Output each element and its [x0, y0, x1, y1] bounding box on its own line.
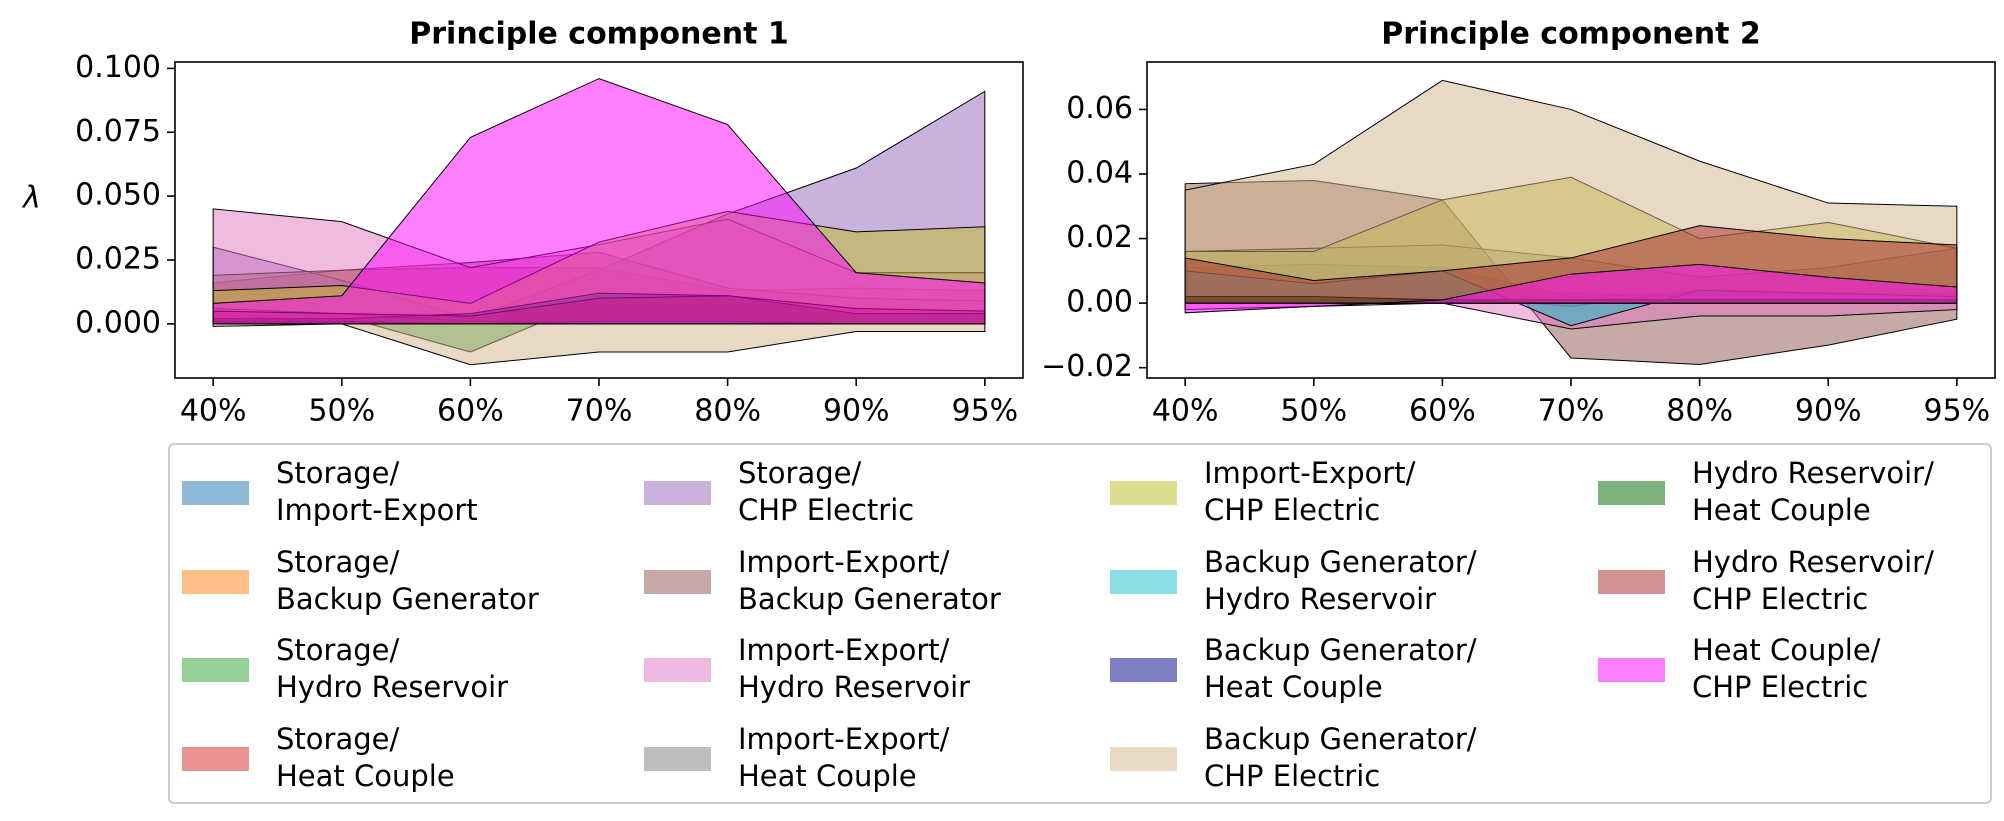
legend-label: Storage/ Hydro Reservoir	[276, 633, 509, 704]
x-tick-label: 60%	[437, 394, 504, 429]
legend-label: Import-Export/ Heat Couple	[738, 722, 950, 793]
legend-label: Import-Export/ CHP Electric	[1204, 456, 1416, 527]
y-tick-label: 0.000	[75, 305, 161, 340]
x-tick-label: 90%	[1795, 394, 1862, 429]
y-tick-label: 0.06	[1066, 91, 1133, 126]
y-tick-label: 0.025	[75, 241, 161, 276]
area	[212, 78, 986, 325]
legend-label: Storage/ Backup Generator	[276, 545, 539, 616]
x-tick-label: 60%	[1409, 394, 1476, 429]
x-tick-label: 90%	[823, 394, 890, 429]
legend-label: Hydro Reservoir/ CHP Electric	[1692, 545, 1934, 616]
legend-swatch	[182, 570, 249, 594]
x-tick-label: 80%	[694, 394, 761, 429]
area	[212, 323, 986, 366]
legend-label: Backup Generator/ Hydro Reservoir	[1204, 545, 1477, 616]
chart-title: Principle component 2	[1381, 17, 1761, 52]
legend-swatch	[1598, 481, 1665, 505]
y-axis-label: λ	[21, 181, 41, 216]
y-tick-label: 0.075	[75, 114, 161, 149]
x-tick-label: 70%	[566, 394, 633, 429]
legend-swatch	[1110, 747, 1177, 771]
y-tick-label: 0.04	[1066, 156, 1133, 191]
x-tick-label: 95%	[951, 394, 1018, 429]
legend-swatch	[182, 658, 249, 682]
legend-swatch	[1110, 570, 1177, 594]
x-tick-label: 50%	[308, 394, 375, 429]
area	[1184, 263, 1958, 314]
x-tick-label: 95%	[1923, 394, 1990, 429]
legend-label: Import-Export/ Backup Generator	[738, 545, 1001, 616]
x-tick-label: 40%	[180, 394, 247, 429]
legend-swatch	[644, 481, 711, 505]
legend-swatch	[1110, 481, 1177, 505]
legend-swatch	[644, 658, 711, 682]
legend-swatch	[182, 747, 249, 771]
legend-swatch	[644, 747, 711, 771]
legend-swatch	[1110, 658, 1177, 682]
y-tick-label: 0.100	[75, 50, 161, 85]
x-tick-label: 70%	[1538, 394, 1605, 429]
chart-title: Principle component 1	[409, 17, 789, 52]
y-tick-label: −0.02	[1041, 349, 1133, 384]
legend-label: Import-Export/ Hydro Reservoir	[738, 633, 971, 704]
legend-swatch	[1598, 658, 1665, 682]
legend-label: Storage/ Import-Export	[276, 456, 478, 527]
y-tick-label: 0.050	[75, 178, 161, 213]
y-tick-label: 0.02	[1066, 220, 1133, 255]
x-tick-label: 80%	[1666, 394, 1733, 429]
y-tick-label: 0.00	[1066, 285, 1133, 320]
legend: Storage/ Import-Export Storage/ Backup Ge…	[168, 443, 1992, 804]
legend-label: Heat Couple/ CHP Electric	[1692, 633, 1881, 704]
legend-swatch	[644, 570, 711, 594]
legend-label: Hydro Reservoir/ Heat Couple	[1692, 456, 1934, 527]
x-tick-label: 50%	[1280, 394, 1347, 429]
legend-swatch	[182, 481, 249, 505]
legend-label: Storage/ Heat Couple	[276, 722, 455, 793]
legend-label: Backup Generator/ Heat Couple	[1204, 633, 1477, 704]
legend-label: Storage/ CHP Electric	[738, 456, 915, 527]
legend-swatch	[1598, 570, 1665, 594]
x-tick-label: 40%	[1152, 394, 1219, 429]
legend-label: Backup Generator/ CHP Electric	[1204, 722, 1477, 793]
